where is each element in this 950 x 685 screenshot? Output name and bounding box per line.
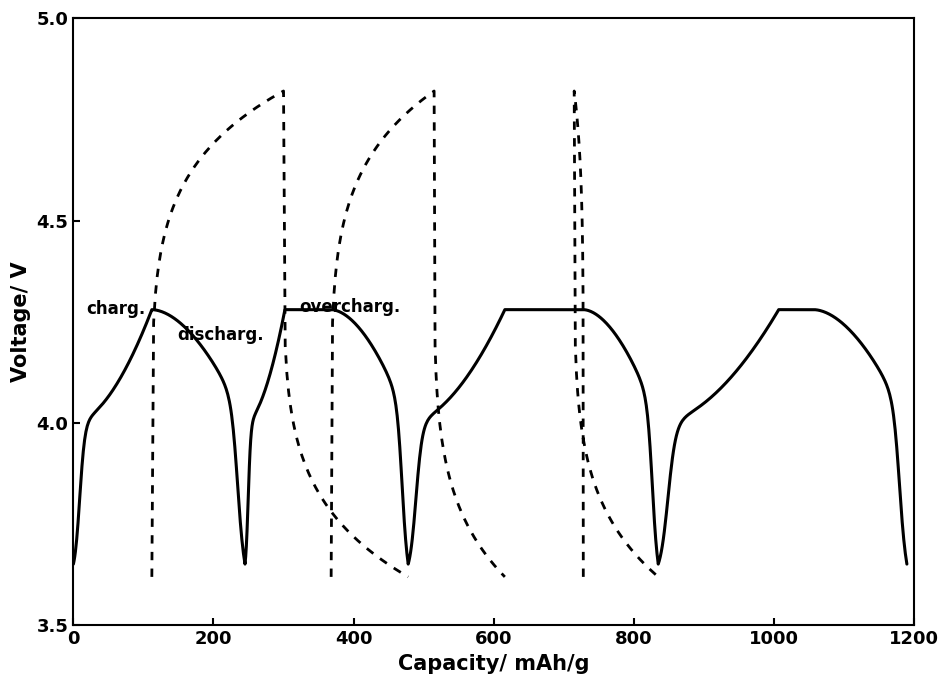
Text: overcharg.: overcharg. (299, 298, 400, 316)
Text: charg.: charg. (86, 300, 145, 318)
X-axis label: Capacity/ mAh/g: Capacity/ mAh/g (398, 654, 589, 674)
Y-axis label: Voltage/ V: Voltage/ V (11, 262, 31, 382)
Text: discharg.: discharg. (177, 326, 264, 344)
